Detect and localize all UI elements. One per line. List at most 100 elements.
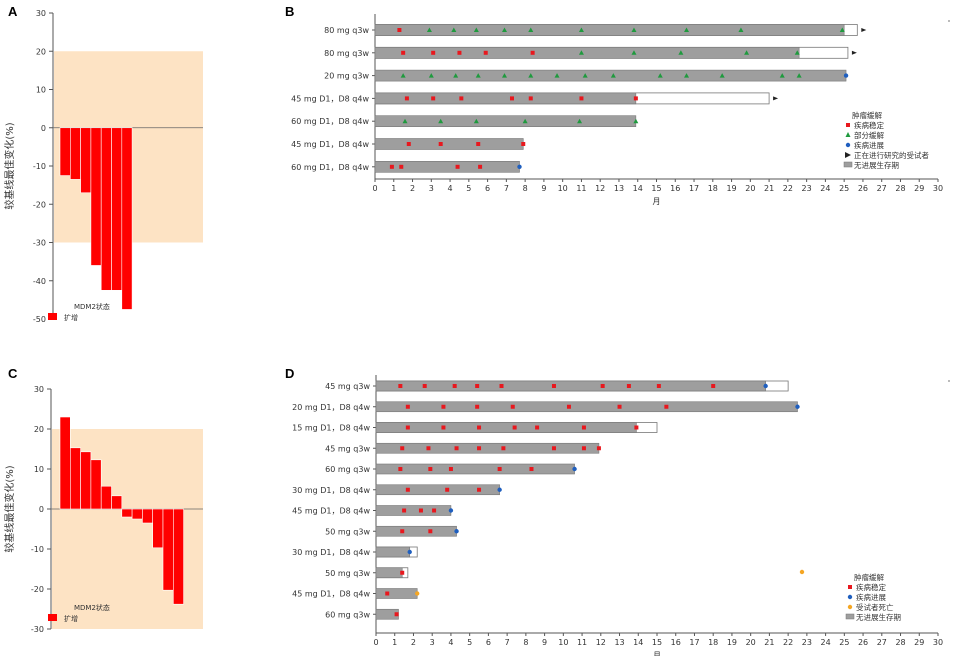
panel-b-row-label: 20 mg q3w: [324, 72, 369, 81]
panel-d-x-tick-label: 28: [895, 638, 905, 647]
panel-b-x-axis-label: 月: [653, 197, 661, 206]
panel-c-y-tick-label: -30: [31, 625, 44, 634]
panel-b-stable-disease-marker: [528, 96, 533, 101]
panel-d-stable-disease-marker: [428, 467, 433, 471]
panel-d-legend-swatch: [847, 594, 853, 600]
panel-b-legend-label: 部分缓解: [854, 130, 884, 140]
panel-label-b: B: [285, 4, 295, 19]
panel-b-x-tick-label: 3: [429, 184, 434, 193]
panel-label-a: A: [8, 4, 18, 19]
panel-d-stable-disease-marker: [452, 384, 457, 388]
panel-b-legend-swatch: [845, 152, 851, 158]
panel-a-y-tick-label: -40: [33, 277, 46, 286]
panel-b-row-label: 45 mg D1，D8 q4w: [291, 94, 369, 103]
panel-d-x-tick-label: 11: [577, 638, 587, 647]
panel-b-stable-disease-marker: [521, 142, 526, 146]
panel-b-x-tick-label: 21: [764, 184, 774, 193]
panel-d-x-tick-label: 10: [558, 638, 568, 647]
panel-b-x-tick-label: 18: [708, 184, 718, 193]
panel-d-x-tick-label: 17: [689, 638, 699, 647]
panel-d-x-tick-label: 13: [614, 638, 624, 647]
panel-b-partial-response-marker: [400, 73, 406, 78]
panel-d-stable-disease-marker: [551, 384, 556, 388]
panel-b-partial-response-marker: [738, 27, 744, 32]
panel-d-stable-disease-marker: [475, 404, 480, 409]
panel-d-stable-disease-marker: [418, 508, 423, 513]
panel-d-x-tick-label: 8: [523, 638, 528, 647]
panel-a-y-tick-label: -50: [33, 315, 46, 324]
panel-d-legend-label: 无进展生存期: [856, 612, 901, 622]
panel-c-y-tick-label: 20: [34, 425, 44, 434]
panel-b-partial-response-marker: [501, 73, 507, 78]
panel-b-legend-label: 疾病进展: [854, 140, 884, 150]
panel-d-progression-marker: [448, 508, 454, 513]
panel-b-partial-response-marker: [577, 118, 583, 124]
panel-b-x-tick-label: 12: [595, 184, 605, 193]
panel-d-pfs-bar: [375, 422, 637, 433]
panel-b-stable-disease-marker: [455, 164, 460, 169]
panel-d-row-label: 60 mg q3w: [325, 465, 370, 474]
panel-c-bar: [111, 495, 123, 510]
panel-d-pfs-bar: [375, 484, 500, 496]
panel-d-x-tick-label: 4: [448, 638, 453, 647]
panel-c-legend-label: 扩增: [64, 614, 78, 623]
panel-b-pfs-bar: [374, 115, 637, 127]
panel-c-bar: [173, 508, 184, 605]
panel-b-row-label: 80 mg q3w: [324, 49, 369, 58]
panel-b-partial-response-marker: [794, 50, 800, 55]
panel-d-stable-disease-marker: [477, 487, 482, 492]
panel-d-x-tick-label: 30: [933, 638, 943, 647]
panel-label-d: D: [285, 366, 295, 381]
panel-d-row-label: 20 mg D1，D8 q4w: [292, 403, 370, 412]
panel-a-bar: [90, 127, 102, 266]
panel-d-stable-disease-marker: [711, 384, 716, 388]
panel-d-stable-disease-marker: [426, 446, 431, 451]
panel-d-stable-disease-marker: [405, 487, 410, 492]
panel-d-stable-disease-marker: [400, 570, 405, 575]
panel-b-x-tick-label: 30: [933, 184, 943, 193]
panel-b-legend-swatch: [846, 123, 850, 127]
panel-b-partial-response-marker: [473, 27, 479, 32]
panel-c-y-tick-label: 0: [39, 505, 44, 514]
panel-b-x-tick-label: 4: [448, 184, 453, 193]
panel-b-ongoing-arrow: [861, 28, 867, 32]
panel-b-x-tick-label: 0: [372, 184, 377, 193]
panel-d-stable-disease-marker: [499, 384, 504, 388]
panel-d-stable-disease-marker: [512, 425, 517, 430]
panel-d-stable-disease-marker: [566, 404, 571, 409]
panel-b-partial-response-marker: [453, 73, 459, 78]
panel-b-partial-response-marker: [475, 73, 481, 78]
panel-d-stable-disease-marker: [454, 446, 459, 451]
panel-b-partial-response-marker: [633, 118, 639, 124]
panel-c-bar: [131, 508, 143, 520]
panel-d-legend-label: 疾病进展: [856, 592, 886, 602]
panel-b-x-tick-label: 19: [726, 184, 736, 193]
panel-d-x-tick-label: 20: [746, 638, 756, 647]
panel-c-bar: [142, 508, 153, 524]
panel-a-y-tick-label: 0: [41, 124, 46, 133]
panel-c-bar: [100, 485, 112, 510]
panel-d-progression-marker: [763, 383, 768, 389]
panel-b-stable-disease-marker: [457, 50, 462, 55]
panel-b-row-label: 45 mg D1，D8 q4w: [291, 140, 369, 149]
panel-d-stable-disease-marker: [535, 425, 540, 430]
panel-b-partial-response-marker: [631, 50, 637, 55]
panel-label-c: C: [8, 366, 18, 381]
panel-b-stable-disease-marker: [633, 96, 638, 101]
panel-b-partial-response-marker: [451, 27, 457, 32]
panel-b-x-tick-label: 8: [523, 184, 528, 193]
panel-b-x-tick-label: 13: [614, 184, 624, 193]
panel-b-partial-response-marker: [578, 50, 584, 55]
panel-b-x-tick-label: 28: [895, 184, 905, 193]
panel-d-stable-disease-marker: [385, 591, 390, 596]
panel-d-stable-disease-marker: [501, 446, 506, 451]
panel-b-stable-disease-marker: [478, 164, 483, 169]
panel-d-row-label: 45 mg D1，D8 q4w: [292, 507, 370, 516]
panel-d-stable-disease-marker: [394, 612, 399, 617]
panel-a-bar: [59, 127, 71, 176]
panel-b-x-tick-label: 24: [820, 184, 830, 193]
panel-d-stable-disease-marker: [626, 384, 631, 388]
panel-d-x-tick-label: 21: [764, 638, 774, 647]
panel-b-pfs-bar: [374, 92, 637, 105]
panel-d-pfs-bar: [375, 588, 418, 599]
